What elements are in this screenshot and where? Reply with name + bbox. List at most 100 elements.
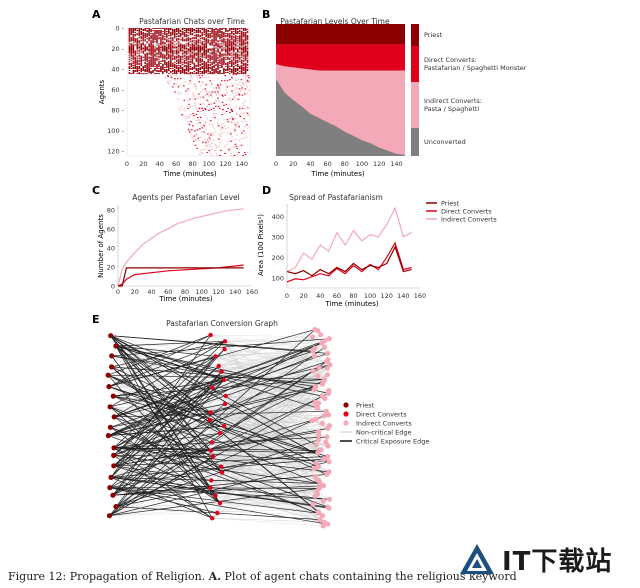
- critical-edge: [111, 366, 223, 473]
- chat-mark: [206, 99, 209, 101]
- chat-mark: [224, 128, 227, 130]
- chat-mark: [206, 138, 209, 140]
- chat-mark: [246, 112, 249, 115]
- chat-mark: [185, 30, 188, 32]
- chat-mark: [171, 71, 174, 73]
- chat-mark: [213, 55, 215, 57]
- chat-mark: [211, 31, 213, 33]
- chat-mark: [179, 69, 182, 72]
- chat-mark: [242, 102, 244, 104]
- chat-mark: [132, 44, 135, 46]
- chat-mark: [168, 62, 170, 64]
- chat-mark: [177, 28, 180, 30]
- chat-mark: [183, 71, 186, 73]
- chat-mark: [134, 51, 137, 53]
- chat-mark: [223, 39, 225, 41]
- chat-mark: [209, 56, 211, 58]
- chat-mark: [144, 58, 146, 60]
- critical-edge: [111, 366, 323, 385]
- chat-mark: [162, 71, 164, 73]
- chat-mark: [171, 64, 174, 66]
- chat-mark: [167, 82, 169, 84]
- chat-mark: [216, 89, 218, 91]
- chat-mark: [211, 68, 213, 71]
- chat-mark: [223, 44, 225, 46]
- chat-mark: [201, 34, 204, 36]
- chat-mark: [156, 40, 158, 42]
- chat-mark: [246, 38, 249, 40]
- chat-mark: [236, 60, 239, 62]
- chat-mark: [132, 56, 135, 58]
- chat-mark: [204, 94, 206, 96]
- chat-mark: [173, 41, 176, 43]
- chat-mark: [138, 42, 141, 44]
- chat-mark: [138, 31, 141, 33]
- chat-mark: [187, 65, 190, 67]
- panel-c-title: Agents per Pastafarian Level: [132, 193, 240, 202]
- chat-mark: [210, 83, 213, 85]
- chat-mark: [154, 51, 156, 53]
- chat-mark: [209, 34, 211, 36]
- chat-mark: [177, 48, 180, 50]
- chat-mark: [168, 54, 170, 56]
- chat-mark: [169, 51, 172, 53]
- chat-mark: [130, 34, 133, 36]
- chat-mark: [205, 39, 207, 41]
- chat-mark: [244, 32, 247, 34]
- chat-mark: [209, 64, 211, 66]
- chat-mark: [179, 62, 182, 64]
- chat-mark: [164, 47, 166, 49]
- chat-mark: [229, 37, 231, 39]
- chat-mark: [242, 68, 245, 71]
- chat-mark: [215, 71, 217, 73]
- chat-mark: [203, 71, 206, 73]
- chat-mark: [195, 72, 198, 74]
- chat-mark: [209, 36, 211, 38]
- chat-mark: [203, 125, 206, 127]
- chat-mark: [241, 82, 244, 84]
- chat-mark: [230, 107, 232, 109]
- chat-mark: [203, 131, 205, 133]
- chat-mark: [206, 139, 209, 141]
- chat-mark: [227, 43, 229, 45]
- chat-mark: [246, 31, 249, 33]
- indirect-node: [317, 517, 323, 523]
- chat-mark: [219, 34, 221, 36]
- chat-mark: [183, 61, 186, 63]
- priest-node: [105, 372, 111, 378]
- chat-mark: [209, 40, 211, 42]
- chat-mark: [173, 61, 176, 63]
- chat-mark: [138, 44, 141, 46]
- chat-mark: [209, 48, 211, 50]
- chat-mark: [150, 37, 152, 39]
- chat-mark: [189, 61, 192, 63]
- chat-mark: [132, 35, 135, 37]
- chat-mark: [132, 55, 135, 57]
- chat-mark: [179, 45, 182, 47]
- chat-mark: [187, 58, 190, 60]
- chat-mark: [193, 38, 196, 40]
- chat-mark: [130, 40, 133, 42]
- chat-mark: [134, 44, 137, 46]
- chat-mark: [221, 35, 223, 37]
- chat-mark: [234, 55, 237, 57]
- chat-mark: [152, 72, 154, 74]
- chat-mark: [195, 60, 198, 62]
- chat-mark: [246, 68, 249, 71]
- chat-mark: [152, 33, 154, 35]
- chat-mark: [166, 65, 168, 67]
- chat-mark: [152, 52, 154, 54]
- chat-mark: [198, 120, 200, 122]
- chat-mark: [190, 82, 192, 84]
- chat-mark: [214, 117, 216, 119]
- chat-mark: [244, 30, 247, 32]
- chat-mark: [148, 64, 150, 66]
- chat-mark: [209, 61, 211, 63]
- indirect-node: [322, 395, 328, 401]
- critical-edge: [113, 447, 318, 454]
- chat-mark: [190, 121, 192, 123]
- chat-mark: [232, 74, 235, 76]
- non-critical-edge: [109, 434, 319, 516]
- chat-mark: [181, 46, 184, 48]
- chat-mark: [223, 67, 225, 69]
